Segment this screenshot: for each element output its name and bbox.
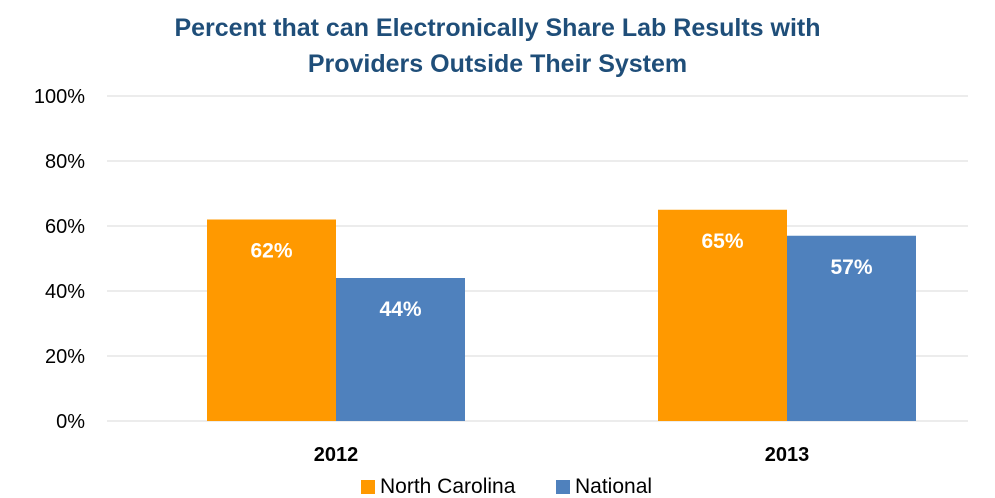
legend-swatch-north-carolina (361, 480, 375, 494)
bar-north-carolina-2013 (658, 209, 787, 421)
data-label: 65% (701, 230, 743, 253)
data-label: 57% (830, 256, 872, 279)
y-tick-label: 0% (56, 411, 85, 433)
y-tick-label: 60% (45, 216, 85, 238)
y-tick-label: 100% (34, 86, 85, 108)
legend-label-national: National (575, 475, 653, 498)
data-label: 44% (379, 298, 421, 321)
x-category-label: 2012 (314, 444, 359, 466)
bar-national-2012 (336, 278, 465, 421)
chart-title-line-1: Percent that can Electronically Share La… (174, 14, 821, 42)
bar-national-2013 (787, 235, 916, 421)
data-label: 62% (250, 240, 292, 263)
legend-label-north-carolina: North Carolina (380, 475, 516, 498)
y-tick-label: 40% (45, 281, 85, 303)
bar-north-carolina-2012 (207, 219, 336, 421)
y-tick-label: 80% (45, 151, 85, 173)
y-tick-label: 20% (45, 346, 85, 368)
chart-title: Percent that can Electronically Share La… (0, 10, 995, 82)
legend-item-north-carolina: North Carolina (361, 476, 515, 498)
legend-item-national: National (556, 476, 652, 498)
x-category-label: 2013 (765, 444, 810, 466)
chart-legend: North Carolina National (0, 476, 995, 498)
chart-title-line-2: Providers Outside Their System (307, 50, 688, 78)
legend-swatch-national (556, 480, 570, 494)
